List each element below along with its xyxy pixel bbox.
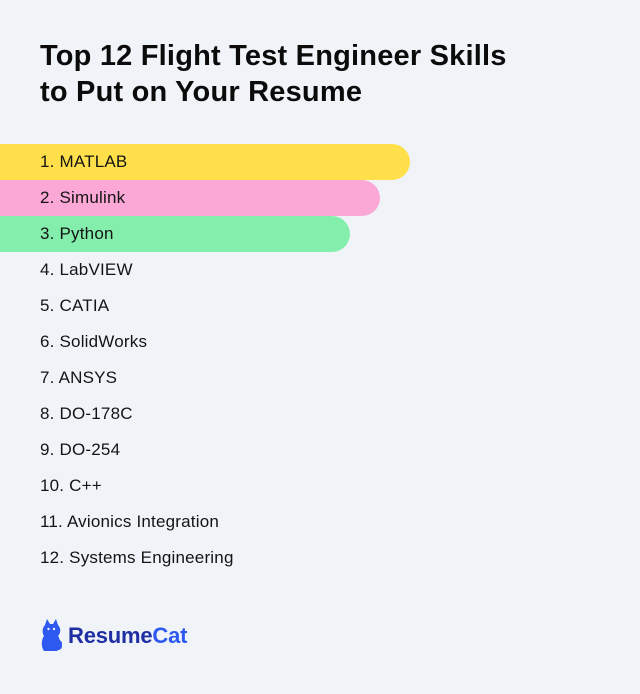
page-title: Top 12 Flight Test Engineer Skills to Pu… xyxy=(40,38,610,110)
list-item: 1. MATLAB xyxy=(0,144,640,180)
highlight-bar xyxy=(0,216,350,252)
skill-label: 5. CATIA xyxy=(40,296,110,315)
skill-label: 1. MATLAB xyxy=(40,152,128,171)
brand-name-part1: Resume xyxy=(68,623,153,648)
list-item: 2. Simulink xyxy=(0,180,640,216)
list-item: 11. Avionics Integration xyxy=(0,504,640,540)
brand-name-part2: Cat xyxy=(152,623,188,648)
title-line-2: to Put on Your Resume xyxy=(40,76,363,108)
resumecat-logo[interactable]: ResumeCat xyxy=(40,616,187,656)
list-item: 9. DO-254 xyxy=(0,432,640,468)
skill-label: 8. DO-178C xyxy=(40,404,133,423)
list-item: 8. DO-178C xyxy=(0,396,640,432)
cat-icon xyxy=(40,619,62,653)
skill-label: 10. C++ xyxy=(40,476,102,495)
skill-label: 7. ANSYS xyxy=(40,368,118,387)
list-item: 12. Systems Engineering xyxy=(0,540,640,576)
list-item: 6. SolidWorks xyxy=(0,324,640,360)
list-item: 3. Python xyxy=(0,216,640,252)
list-item: 4. LabVIEW xyxy=(0,252,640,288)
skill-label: 3. Python xyxy=(40,224,114,243)
title-line-1: Top 12 Flight Test Engineer Skills xyxy=(40,40,507,72)
highlight-bar xyxy=(0,180,380,216)
skill-label: 2. Simulink xyxy=(40,188,126,207)
list-item: 7. ANSYS xyxy=(0,360,640,396)
skill-label: 9. DO-254 xyxy=(40,440,121,459)
brand-name: ResumeCat xyxy=(68,623,187,649)
skill-label: 6. SolidWorks xyxy=(40,332,148,351)
list-item: 5. CATIA xyxy=(0,288,640,324)
skills-list: 1. MATLAB 2. Simulink 3. Python 4. LabVI… xyxy=(0,144,640,576)
skill-label: 4. LabVIEW xyxy=(40,260,133,279)
skill-label: 12. Systems Engineering xyxy=(40,548,234,567)
highlight-bar xyxy=(0,144,410,180)
skill-label: 11. Avionics Integration xyxy=(40,512,220,531)
list-item: 10. C++ xyxy=(0,468,640,504)
